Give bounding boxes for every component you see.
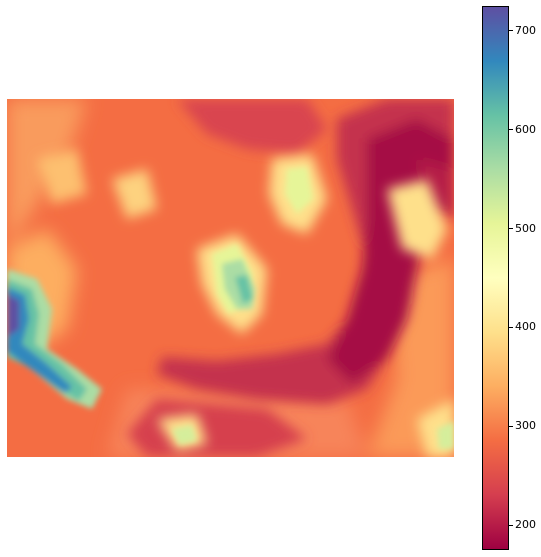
elevation-map-canvas <box>7 99 454 457</box>
colorbar-tick-label: 400 <box>515 320 536 334</box>
colorbar-tick-mark <box>509 129 513 131</box>
terrain-texture <box>7 99 454 457</box>
colorbar-tick-label: 500 <box>515 221 536 235</box>
colorbar-tick-mark <box>509 425 513 427</box>
colorbar-tick-mark <box>509 30 513 32</box>
colorbar-tick-mark <box>509 524 513 526</box>
colorbar-tick-mark <box>509 228 513 230</box>
colorbar-tick-label: 300 <box>515 419 536 433</box>
elevation-map <box>7 99 454 457</box>
colorbar-ticks: 200 300 400 500 600 700 <box>509 6 541 550</box>
colorbar-tick-mark <box>509 326 513 328</box>
colorbar-tick-label: 200 <box>515 518 536 532</box>
colorbar <box>482 6 509 550</box>
colorbar-tick-label: 600 <box>515 122 536 136</box>
highlands <box>7 259 255 409</box>
colorbar-tick-label: 700 <box>515 23 536 37</box>
